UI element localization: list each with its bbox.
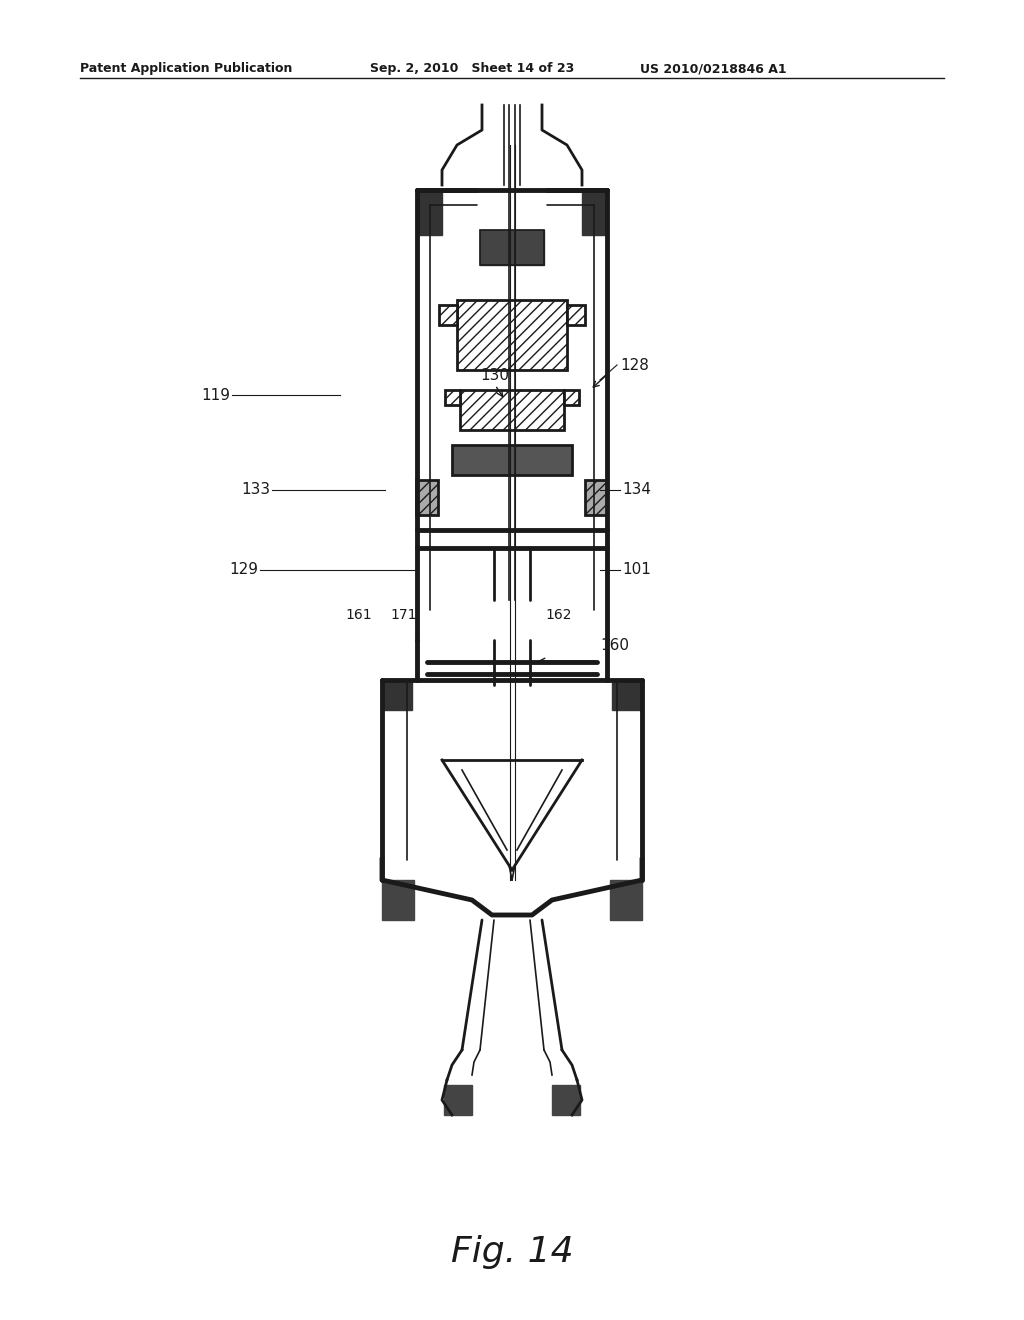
Text: 133: 133 bbox=[241, 483, 270, 498]
Text: 134: 134 bbox=[622, 483, 651, 498]
Bar bbox=[564, 389, 579, 405]
Bar bbox=[460, 389, 564, 430]
Bar bbox=[612, 680, 642, 710]
Text: 171: 171 bbox=[390, 609, 417, 622]
Text: 160: 160 bbox=[600, 638, 629, 652]
Text: 119: 119 bbox=[201, 388, 230, 403]
Bar bbox=[480, 230, 544, 265]
Bar bbox=[439, 305, 457, 325]
Bar bbox=[564, 389, 579, 405]
Bar bbox=[582, 190, 607, 235]
Text: 162: 162 bbox=[545, 609, 571, 622]
Bar bbox=[567, 305, 585, 325]
Text: 130: 130 bbox=[480, 367, 509, 383]
Bar bbox=[417, 190, 442, 235]
Bar bbox=[445, 389, 460, 405]
Text: Patent Application Publication: Patent Application Publication bbox=[80, 62, 293, 75]
Bar bbox=[585, 480, 607, 515]
Bar bbox=[567, 305, 585, 325]
Text: 128: 128 bbox=[620, 358, 649, 372]
Text: 129: 129 bbox=[229, 562, 258, 578]
Bar bbox=[416, 480, 438, 515]
Bar bbox=[382, 880, 414, 920]
Bar bbox=[460, 389, 564, 430]
Bar bbox=[382, 680, 412, 710]
Text: 101: 101 bbox=[622, 562, 651, 578]
Bar bbox=[457, 300, 567, 370]
Bar bbox=[444, 1085, 472, 1115]
Text: US 2010/0218846 A1: US 2010/0218846 A1 bbox=[640, 62, 786, 75]
Text: 161: 161 bbox=[345, 609, 372, 622]
Bar bbox=[445, 389, 460, 405]
Bar bbox=[457, 300, 567, 370]
Bar bbox=[452, 445, 572, 475]
Bar bbox=[552, 1085, 580, 1115]
Bar bbox=[480, 230, 544, 265]
Bar bbox=[439, 305, 457, 325]
Bar bbox=[610, 880, 642, 920]
Bar bbox=[585, 480, 607, 515]
Text: Fig. 14: Fig. 14 bbox=[451, 1236, 573, 1269]
Text: Sep. 2, 2010   Sheet 14 of 23: Sep. 2, 2010 Sheet 14 of 23 bbox=[370, 62, 574, 75]
Bar bbox=[416, 480, 438, 515]
